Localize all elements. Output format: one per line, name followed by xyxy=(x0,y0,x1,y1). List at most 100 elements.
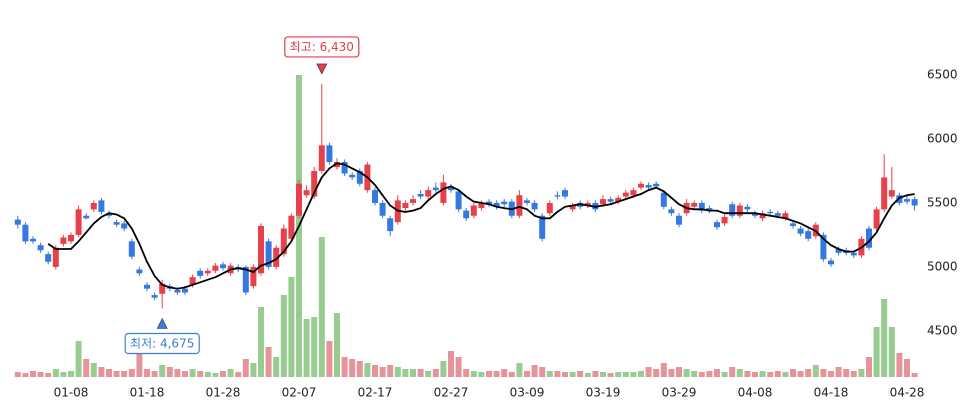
candle-body xyxy=(60,237,67,244)
volume-bar xyxy=(379,367,386,377)
volume-bar xyxy=(60,372,67,377)
candle-body xyxy=(736,205,743,216)
candle-body xyxy=(881,177,888,210)
volume-bar xyxy=(638,371,644,377)
candle-body xyxy=(630,190,637,196)
volume-bar xyxy=(546,371,553,377)
volume-bar xyxy=(486,371,492,377)
volume-bar xyxy=(516,363,523,377)
candle-body xyxy=(349,174,356,178)
candle-body xyxy=(797,228,804,234)
candle-body xyxy=(645,185,652,188)
candle-body xyxy=(562,190,568,197)
volume-bar xyxy=(508,372,515,377)
volume-bar xyxy=(22,373,29,377)
candle-body xyxy=(486,201,492,205)
volume-bar xyxy=(531,365,538,377)
candle-body xyxy=(911,199,918,206)
candle-body xyxy=(280,228,287,255)
x-tick-label: 02-07 xyxy=(282,386,317,400)
volume-bar xyxy=(334,313,340,377)
candle-body xyxy=(759,213,766,219)
candle-body xyxy=(524,200,530,203)
volume-bar xyxy=(448,351,454,377)
volume-bar xyxy=(592,371,599,377)
candle-body xyxy=(197,270,204,276)
candle-body xyxy=(212,265,219,271)
volume-bar xyxy=(911,373,918,377)
x-tick-label: 04-18 xyxy=(814,386,849,400)
candle-body xyxy=(37,245,44,251)
candle-body xyxy=(698,202,705,211)
volume-bar xyxy=(364,363,371,377)
candle-body xyxy=(265,241,272,267)
volume-bar xyxy=(280,295,287,377)
candle-body xyxy=(744,206,751,210)
candle-body xyxy=(835,249,842,253)
candle-body xyxy=(151,295,158,298)
candle-body xyxy=(296,183,302,216)
candle-body xyxy=(128,241,135,257)
candle-body xyxy=(600,199,606,205)
volume-bar xyxy=(288,277,295,377)
volume-bar xyxy=(630,372,637,377)
candle-body xyxy=(478,202,485,209)
volume-bar xyxy=(303,319,310,377)
volume-bar xyxy=(843,369,850,377)
volume-bar xyxy=(258,307,264,377)
volume-bar xyxy=(615,372,622,377)
volume-bar xyxy=(387,365,394,377)
candle-body xyxy=(417,193,424,197)
candle-body xyxy=(463,210,470,219)
volume-bar xyxy=(455,357,462,377)
candle-body xyxy=(45,254,52,262)
candle-body xyxy=(425,190,432,197)
volume-bar xyxy=(600,372,606,377)
volume-bar xyxy=(828,371,834,377)
candle-body xyxy=(660,192,667,207)
candle-body xyxy=(318,145,325,171)
volume-bar xyxy=(729,367,736,377)
label-text: 최고: 6,430 xyxy=(290,40,354,54)
y-tick-label: 4500 xyxy=(927,323,958,337)
high-annotation: 최고: 6,430 xyxy=(284,36,360,75)
candle-body xyxy=(873,209,880,229)
candle-body xyxy=(539,215,546,239)
volume-bar xyxy=(744,371,751,377)
candle-body xyxy=(546,202,553,214)
volume-bar xyxy=(113,371,120,377)
candle-body xyxy=(493,202,500,207)
candle-body xyxy=(258,225,264,274)
candle-body xyxy=(113,222,120,225)
candle-body xyxy=(121,223,128,229)
candle-body xyxy=(850,252,857,256)
volume-bar xyxy=(30,371,36,377)
volume-bar xyxy=(273,357,280,377)
volume-bar xyxy=(653,369,660,377)
volume-bar xyxy=(311,317,318,377)
volume-bar xyxy=(660,363,667,377)
candle-body xyxy=(410,199,416,203)
x-tick-label: 01-18 xyxy=(130,386,165,400)
volume-bar xyxy=(463,369,470,377)
volume-bar xyxy=(691,371,698,377)
candle-body xyxy=(516,195,523,216)
volume-bar xyxy=(204,372,211,377)
volume-bar xyxy=(83,359,90,377)
volume-bar xyxy=(501,369,508,377)
candle-body xyxy=(828,260,834,265)
candle-body xyxy=(706,208,713,211)
volume-bar xyxy=(676,367,682,377)
volume-bar xyxy=(128,369,135,377)
candle-body xyxy=(83,215,90,219)
candle-body xyxy=(676,215,682,225)
volume-bar xyxy=(174,369,181,377)
x-tick-label: 03-29 xyxy=(662,386,697,400)
volume-bar xyxy=(759,371,766,377)
volume-bar xyxy=(493,371,500,377)
volume-bar xyxy=(812,365,819,377)
candle-body xyxy=(866,228,872,248)
candle-body xyxy=(653,183,660,187)
label-box xyxy=(284,36,360,58)
